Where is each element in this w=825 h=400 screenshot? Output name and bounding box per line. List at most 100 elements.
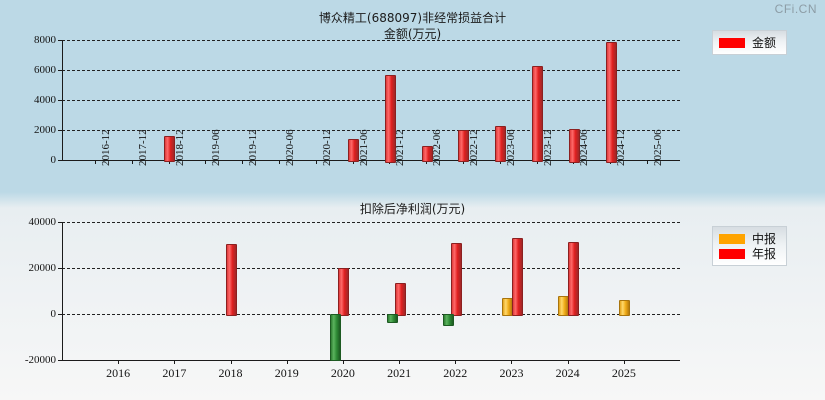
x-axis-tick-mark [624, 360, 625, 364]
x-axis-tick-mark [537, 160, 538, 164]
x-axis-tick-label: 2018 [218, 366, 243, 380]
bar[interactable] [164, 136, 175, 162]
bottom-chart-legend: 中报 年报 [712, 226, 788, 266]
x-axis-tick-label: 2017 [162, 366, 187, 380]
bar[interactable] [387, 314, 398, 323]
x-axis-tick-label: 2024-06 [578, 129, 591, 166]
x-axis-tick-label: 2021-12 [394, 129, 407, 166]
x-axis-tick-mark [132, 160, 133, 164]
y-axis-tick-mark [58, 360, 63, 361]
bar[interactable] [512, 238, 523, 316]
y-axis-tick-mark [58, 314, 63, 315]
legend-label: 金额 [752, 36, 777, 50]
gridline [62, 222, 680, 223]
x-axis-tick-mark [169, 160, 170, 164]
x-axis-line [62, 160, 680, 161]
x-axis-tick-mark [511, 360, 512, 364]
x-axis-tick-mark [279, 160, 280, 164]
x-axis-tick-mark [455, 360, 456, 364]
y-axis-tick-label: -20000 [24, 354, 56, 366]
x-axis-tick-mark [500, 160, 501, 164]
y-axis-tick-mark [58, 100, 63, 101]
y-axis-tick-mark [58, 160, 63, 161]
x-axis-tick-mark [353, 160, 354, 164]
gridline [62, 130, 680, 131]
x-axis-tick-mark [463, 160, 464, 164]
x-axis-tick-label: 2020-12 [320, 129, 333, 166]
gridline [62, 268, 680, 269]
bar[interactable] [422, 146, 433, 162]
x-axis-tick-label: 2023-06 [504, 129, 517, 166]
bar[interactable] [606, 42, 617, 163]
bar[interactable] [348, 139, 359, 162]
x-axis-tick-mark [205, 160, 206, 164]
y-axis-tick-label: 2000 [34, 124, 56, 136]
x-axis-tick-label: 2021-06 [357, 129, 370, 166]
x-axis-tick-label: 2018-12 [173, 129, 186, 166]
x-axis-tick-mark [399, 360, 400, 364]
y-axis-tick-label: 6000 [34, 64, 56, 76]
x-axis-tick-mark [426, 160, 427, 164]
gridline [62, 314, 680, 315]
bar[interactable] [568, 242, 579, 316]
x-axis-tick-label: 2019-06 [210, 129, 223, 166]
x-axis-tick-label: 2016-12 [100, 129, 113, 166]
x-axis-tick-mark [95, 160, 96, 164]
bar[interactable] [569, 129, 580, 163]
y-axis-tick-mark [58, 222, 63, 223]
y-axis-tick-mark [58, 268, 63, 269]
bar[interactable] [458, 130, 469, 162]
x-axis-tick-mark [568, 360, 569, 364]
legend-swatch-icon [719, 248, 745, 259]
page-title: 博众精工(688097)非经常损益合计 [318, 11, 507, 25]
bar[interactable] [330, 314, 341, 361]
legend-item[interactable]: 金额 [719, 35, 776, 50]
x-axis-tick-label: 2025 [611, 366, 636, 380]
y-axis-line [62, 222, 63, 360]
gridline [62, 100, 680, 101]
y-axis-tick-mark [58, 70, 63, 71]
x-axis-tick-label: 2022 [443, 366, 468, 380]
x-axis-tick-label: 2019-12 [247, 129, 260, 166]
top-plot-area: 0 2000 4000 6000 8000 2016-12 2017-12 2018-12 20… [34, 34, 680, 166]
bar[interactable] [619, 300, 630, 316]
bar[interactable] [338, 268, 349, 316]
legend-item[interactable]: 年报 [719, 246, 776, 261]
bottom-chart-title: 扣除后净利润(万元) [359, 202, 466, 216]
bar[interactable] [226, 244, 237, 316]
bar[interactable] [451, 243, 462, 316]
bar[interactable] [443, 314, 454, 326]
x-axis-tick-label: 2017-12 [136, 129, 149, 166]
x-axis-tick-label: 2020 [330, 366, 355, 380]
gridline [62, 70, 680, 71]
x-axis-tick-label: 2016 [106, 366, 131, 380]
bottom-chart-panel: -20000 0 20000 40000 2016 2017 2018 2019 2020 202… [0, 216, 690, 380]
bottom-plot-area: -20000 0 20000 40000 2016 2017 2018 2019 2020 202… [25, 216, 680, 380]
top-chart-legend: 金额 [712, 30, 788, 55]
y-axis-tick-mark [58, 130, 63, 131]
x-axis-tick-mark [118, 360, 119, 364]
x-axis-tick-label: 2024 [555, 366, 580, 380]
x-axis-tick-label: 2022-12 [467, 129, 480, 166]
gridline [62, 40, 680, 41]
legend-item[interactable]: 中报 [719, 231, 776, 246]
x-axis-tick-label: 2023 [499, 366, 524, 380]
y-axis-tick-mark [58, 40, 63, 41]
top-chart-panel: 0 2000 4000 6000 8000 2016-12 2017-12 2018-12 20… [0, 34, 690, 166]
legend-swatch-icon [719, 37, 745, 48]
bar[interactable] [385, 75, 396, 163]
y-axis-tick-label: 0 [50, 154, 57, 166]
x-axis-tick-mark [231, 360, 232, 364]
x-axis-tick-mark [287, 360, 288, 364]
legend-swatch-icon [719, 233, 745, 244]
x-axis-tick-label: 2025-06 [651, 129, 664, 166]
bar[interactable] [495, 126, 506, 162]
x-axis-tick-label: 2019 [274, 366, 299, 380]
x-axis-tick-mark [343, 360, 344, 364]
top-chart-subtitle: 金额(万元) [383, 27, 442, 41]
bar[interactable] [532, 66, 543, 162]
bar[interactable] [395, 283, 406, 316]
x-axis-tick-label: 2023-12 [541, 129, 554, 166]
x-axis-tick-mark [647, 160, 648, 164]
